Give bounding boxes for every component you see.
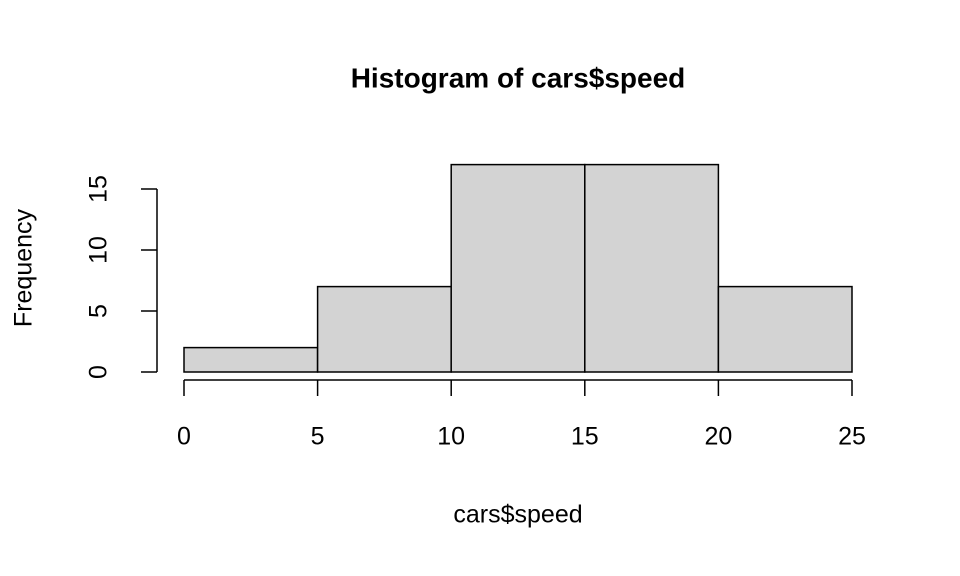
x-tick-label: 25 bbox=[838, 423, 866, 451]
chart-title: Histogram of cars$speed bbox=[351, 62, 686, 93]
x-tick-label: 0 bbox=[177, 423, 191, 451]
x-axis-label: cars$speed bbox=[453, 501, 582, 529]
y-tick-label: 15 bbox=[85, 175, 113, 203]
bar bbox=[183, 346, 319, 373]
y-axis-label: Frequency bbox=[10, 208, 38, 327]
y-tick-label: 5 bbox=[85, 304, 113, 318]
bar bbox=[450, 163, 586, 373]
bar bbox=[584, 163, 720, 373]
x-tick-label: 20 bbox=[704, 423, 732, 451]
bar bbox=[717, 285, 853, 373]
x-tick-label: 5 bbox=[311, 423, 325, 451]
x-tick-label: 10 bbox=[437, 423, 465, 451]
bar bbox=[316, 285, 452, 373]
x-tick-label: 15 bbox=[571, 423, 599, 451]
y-tick-label: 10 bbox=[85, 236, 113, 264]
y-tick-label: 0 bbox=[85, 365, 113, 379]
